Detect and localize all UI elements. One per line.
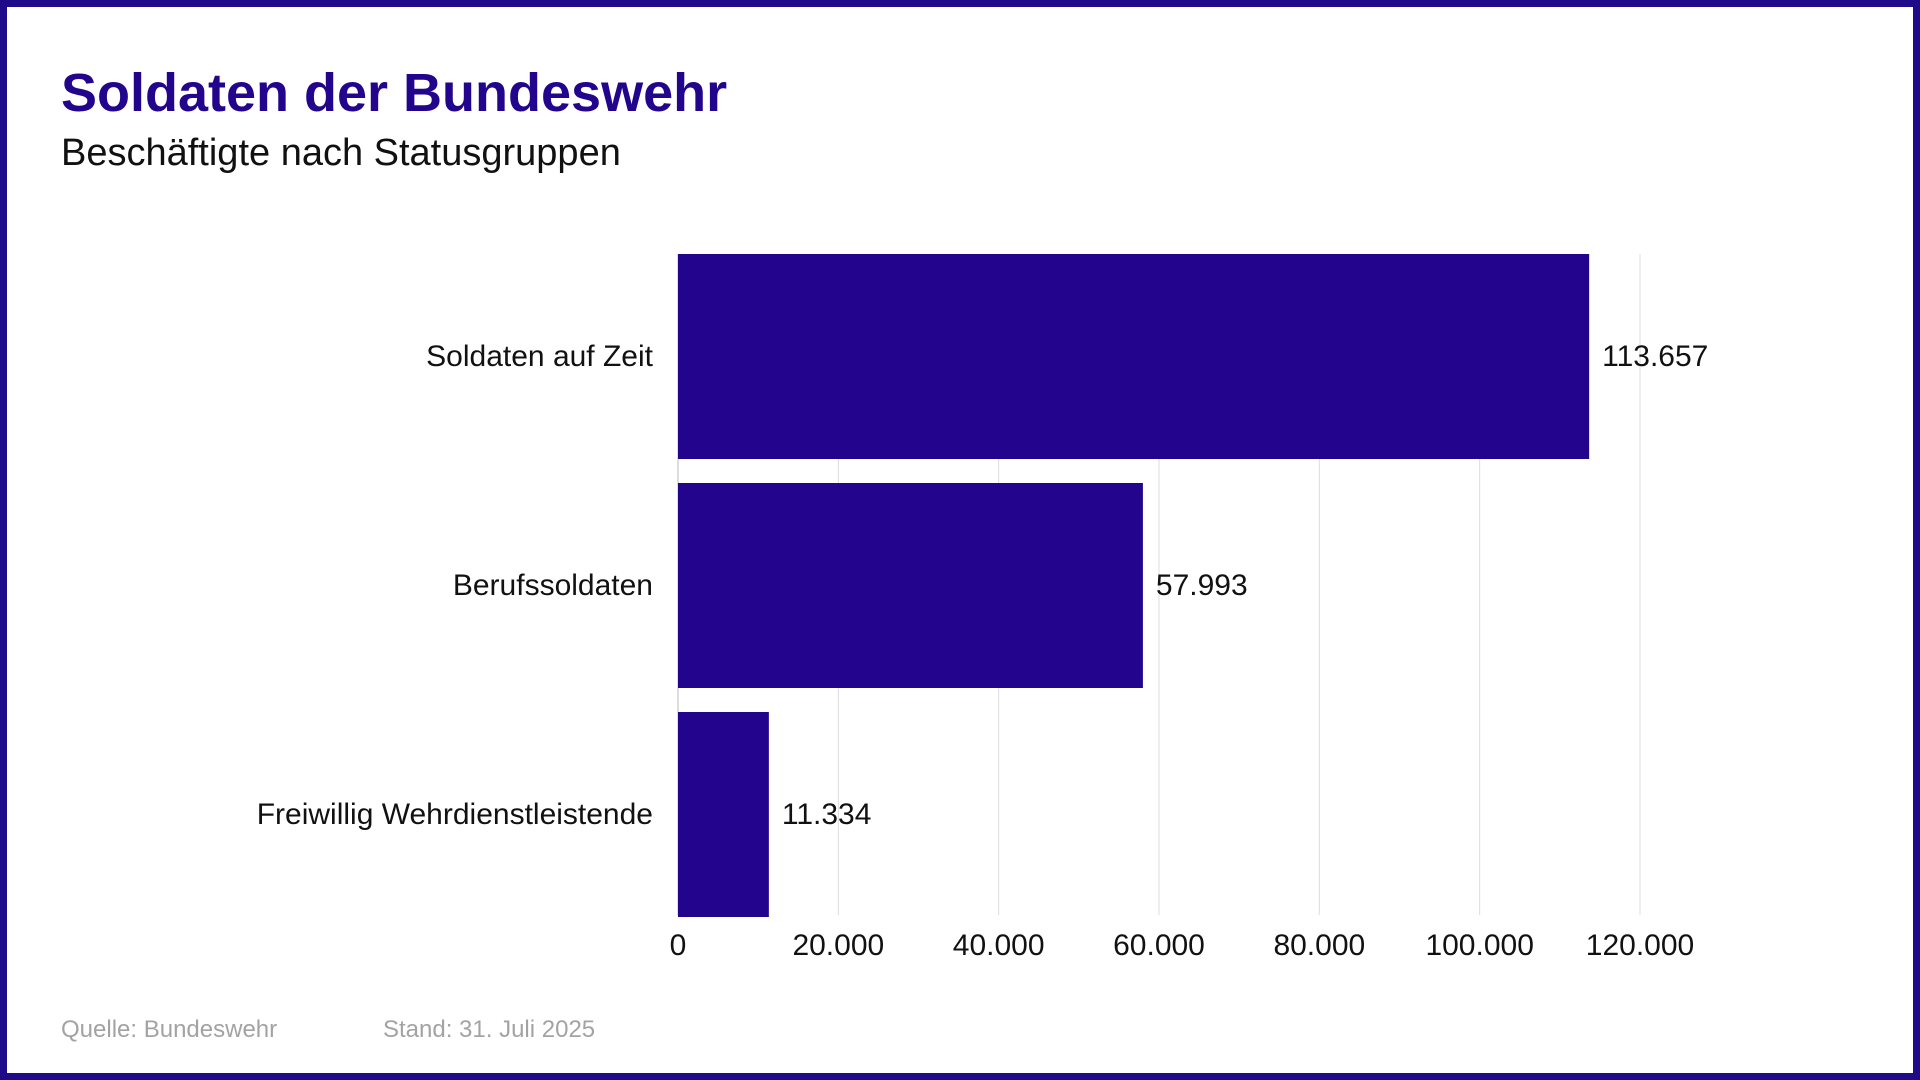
source-note: Quelle: Bundeswehr xyxy=(61,1016,278,1043)
data-label: 57.993 xyxy=(1156,569,1248,602)
bar xyxy=(678,712,769,917)
date-note: Stand: 31. Juli 2025 xyxy=(383,1016,596,1043)
x-tick-label: 100.000 xyxy=(1425,929,1533,962)
labels: 0 20.000 40.000 60.000 80.000 100.000 120.000 S… xyxy=(257,340,1709,962)
category-label: Soldaten auf Zeit xyxy=(426,340,653,373)
bar xyxy=(678,483,1143,688)
chart-subtitle: Beschäftigte nach Statusgruppen xyxy=(61,132,621,174)
x-tick-label: 120.000 xyxy=(1586,929,1694,962)
x-tick-label: 40.000 xyxy=(953,929,1045,962)
bar xyxy=(678,254,1590,459)
category-label: Freiwillig Wehrdienstleistende xyxy=(257,798,653,831)
category-label: Berufssoldaten xyxy=(453,569,653,602)
x-tick-label: 60.000 xyxy=(1113,929,1205,962)
data-label: 11.334 xyxy=(782,798,872,831)
chart-title: Soldaten der Bundeswehr xyxy=(61,63,728,123)
x-tick-label: 20.000 xyxy=(792,929,884,962)
data-label: 113.657 xyxy=(1602,340,1708,373)
bars xyxy=(678,254,1590,917)
x-tick-label: 0 xyxy=(670,929,687,962)
x-tick-label: 80.000 xyxy=(1273,929,1365,962)
